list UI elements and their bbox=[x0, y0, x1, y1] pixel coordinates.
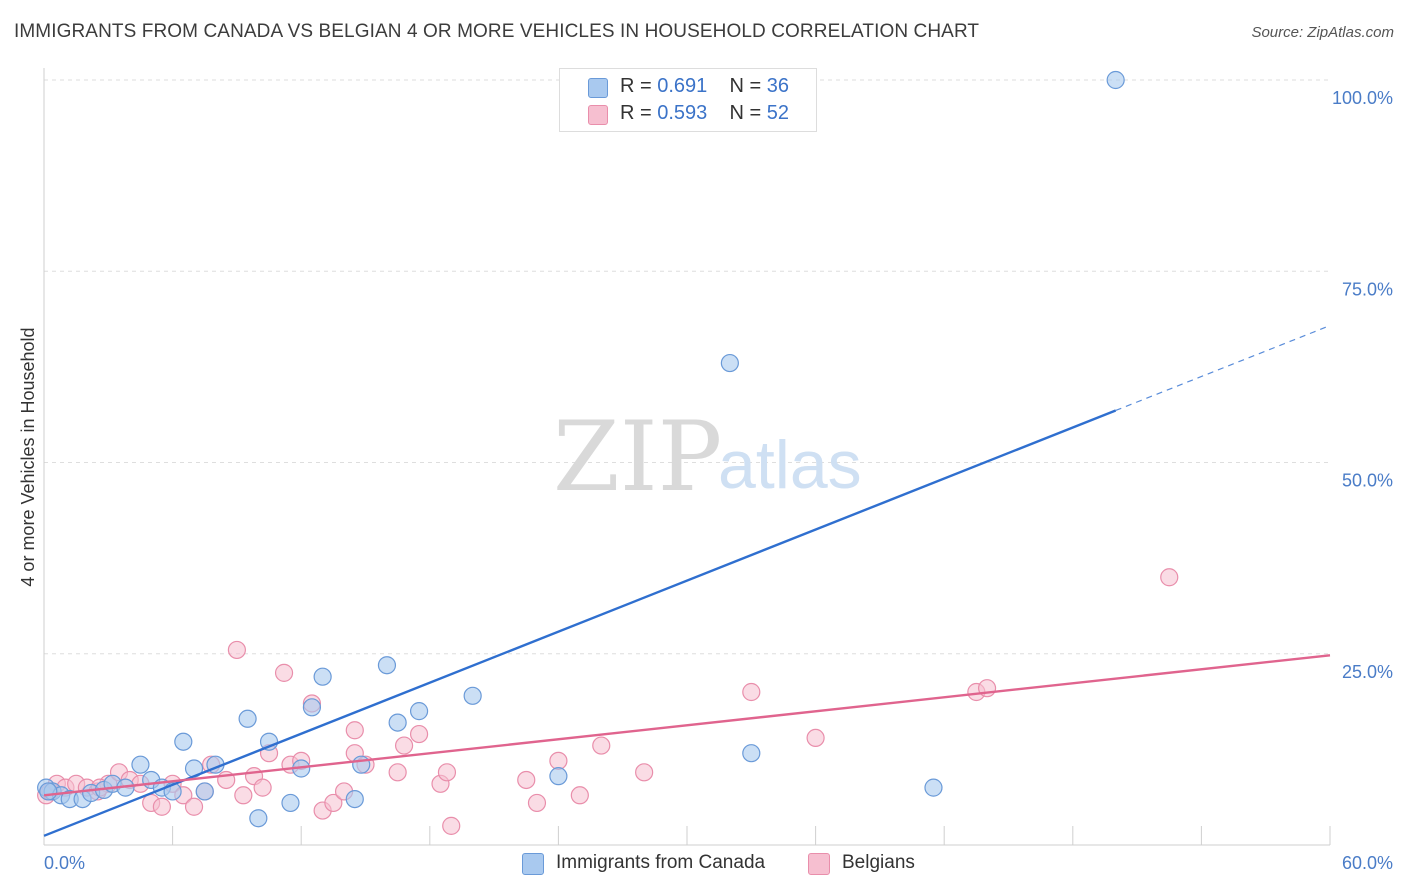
canada-legend-swatch bbox=[522, 853, 544, 875]
belgians-legend-swatch bbox=[808, 853, 830, 875]
belgians-trend-line bbox=[43, 654, 1331, 797]
belgians-point bbox=[184, 797, 204, 816]
watermark-zip: ZIP bbox=[553, 401, 722, 513]
canada-point bbox=[238, 709, 257, 728]
y-tick-label: 25.0% bbox=[1342, 662, 1393, 682]
canada-point bbox=[195, 782, 214, 801]
chart-legend: Immigrants from Canada Belgians bbox=[0, 850, 1406, 880]
n-value-belgians: 52 bbox=[766, 102, 790, 124]
canada-point bbox=[313, 667, 332, 686]
x-tick-label: 0.0% bbox=[44, 853, 85, 873]
chart-title: IMMIGRANTS FROM CANADA VS BELGIAN 4 OR M… bbox=[14, 21, 980, 42]
r-label: R = bbox=[620, 102, 658, 124]
canada-point bbox=[1106, 70, 1125, 90]
canada-point bbox=[742, 744, 761, 763]
belgians-point bbox=[234, 786, 253, 805]
r-value-belgians: 0.593 bbox=[657, 102, 708, 124]
grid-lines bbox=[44, 79, 1330, 655]
n-label: N = bbox=[729, 75, 767, 97]
belgians-point bbox=[274, 663, 294, 682]
canada-point bbox=[463, 686, 482, 705]
n-value-canada: 36 bbox=[766, 75, 790, 97]
belgians-point bbox=[442, 816, 461, 835]
belgians-swatch bbox=[588, 105, 608, 125]
canada-point bbox=[249, 809, 268, 828]
canada-swatch bbox=[588, 78, 608, 98]
y-tick-label: 50.0% bbox=[1342, 471, 1393, 491]
belgians-point bbox=[253, 778, 272, 797]
belgians-point bbox=[152, 797, 171, 816]
belgians-point bbox=[549, 751, 568, 770]
canada-point bbox=[924, 778, 943, 797]
tick-labels: 25.0% 50.0% 75.0% 100.0% 0.0% 60.0% bbox=[44, 88, 1393, 873]
trend-lines bbox=[43, 325, 1331, 837]
belgians-point bbox=[437, 763, 457, 782]
watermark-atlas: atlas bbox=[718, 427, 862, 503]
canada-point bbox=[174, 732, 193, 751]
belgians-point bbox=[345, 721, 364, 740]
canada-point bbox=[377, 656, 397, 675]
belgians-point bbox=[1160, 568, 1179, 587]
canada-point bbox=[352, 755, 371, 774]
canada-point bbox=[720, 353, 739, 373]
chart-source: Source: ZipAtlas.com bbox=[1251, 24, 1394, 41]
r-label: R = bbox=[620, 75, 658, 97]
belgians-point bbox=[324, 793, 343, 813]
belgians-point bbox=[394, 736, 414, 755]
canada-points bbox=[37, 70, 1125, 828]
canada-point bbox=[409, 702, 429, 721]
canada-point bbox=[302, 698, 322, 717]
canada-point bbox=[345, 789, 364, 809]
belgians-point bbox=[742, 682, 761, 702]
axes bbox=[43, 68, 1331, 846]
legend-label-canada: Immigrants from Canada bbox=[556, 852, 766, 873]
belgians-point bbox=[517, 770, 536, 790]
belgians-point bbox=[527, 793, 547, 813]
canada-trend-extension bbox=[1115, 325, 1331, 412]
n-label: N = bbox=[729, 102, 767, 124]
r-value-canada: 0.691 bbox=[657, 75, 708, 97]
belgians-point bbox=[635, 763, 654, 782]
canada-point bbox=[549, 767, 568, 786]
canada-point bbox=[39, 782, 58, 801]
y-axis-label: 4 or more Vehicles in Household bbox=[18, 327, 38, 586]
x-tick-label: 60.0% bbox=[1342, 853, 1393, 873]
watermark: ZIP atlas bbox=[553, 401, 862, 513]
legend-label-belgians: Belgians bbox=[842, 852, 915, 873]
y-tick-label: 100.0% bbox=[1332, 88, 1393, 108]
canada-point bbox=[388, 713, 407, 732]
belgians-point bbox=[227, 640, 246, 660]
y-tick-label: 75.0% bbox=[1342, 279, 1393, 299]
canada-point bbox=[131, 755, 150, 774]
belgians-point bbox=[570, 786, 589, 805]
stats-legend-box: R = 0.691 N = 36 R = 0.593 N = 52 bbox=[559, 68, 817, 132]
canada-trend-line bbox=[43, 409, 1117, 837]
belgians-point bbox=[592, 736, 611, 755]
canada-point bbox=[281, 793, 300, 813]
belgians-point bbox=[388, 763, 407, 782]
belgians-point bbox=[409, 724, 429, 744]
belgians-point bbox=[806, 728, 825, 748]
